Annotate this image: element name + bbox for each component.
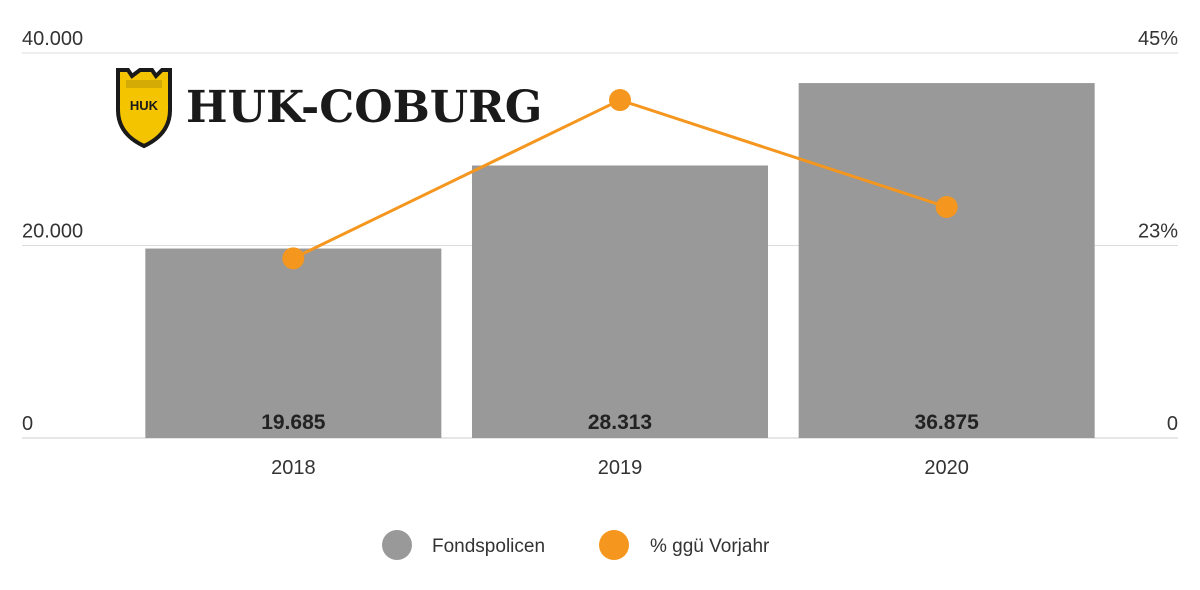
bar-data-label: 28.313 (588, 411, 652, 434)
logo-shield-label: HUK (130, 98, 159, 113)
legend-label: % ggü Vorjahr (650, 536, 770, 557)
bar-data-label: 19.685 (261, 411, 326, 434)
shield-icon (116, 68, 172, 149)
left-tick-label: 0 (22, 413, 33, 435)
right-tick-label: 23% (1138, 221, 1178, 243)
legend-marker-bars (382, 530, 412, 560)
logo-wordmark: HUK-COBURG (186, 82, 542, 133)
shield-crown-icon (126, 80, 162, 88)
x-axis-categories: 2018 2019 2020 (271, 457, 969, 479)
x-tick-label: 2018 (271, 457, 316, 479)
bar (145, 248, 442, 438)
bar (472, 165, 768, 439)
right-axis-ticks: 0 23% 45% (1138, 28, 1178, 435)
bar-data-label: 36.875 (915, 411, 980, 434)
left-tick-label: 20.000 (22, 221, 83, 243)
line-point (609, 89, 631, 112)
line-series (282, 89, 958, 270)
x-tick-label: 2020 (924, 457, 969, 479)
huk-coburg-logo: HUK HUK-COBURG (116, 68, 542, 149)
line-point (282, 247, 305, 270)
right-tick-label: 45% (1138, 28, 1178, 50)
bars (145, 83, 1095, 439)
bar (798, 83, 1095, 438)
line-point (935, 196, 958, 218)
left-tick-label: 40.000 (22, 28, 83, 50)
legend-label: Fondspolicen (432, 536, 545, 557)
x-tick-label: 2019 (598, 457, 643, 479)
right-tick-label: 0 (1167, 413, 1178, 435)
left-axis-ticks: 0 20.000 40.000 (22, 28, 83, 435)
legend-marker-line (599, 530, 629, 560)
bar-data-labels: 19.685 28.313 36.875 (261, 411, 979, 434)
legend: Fondspolicen % ggü Vorjahr (382, 530, 770, 560)
